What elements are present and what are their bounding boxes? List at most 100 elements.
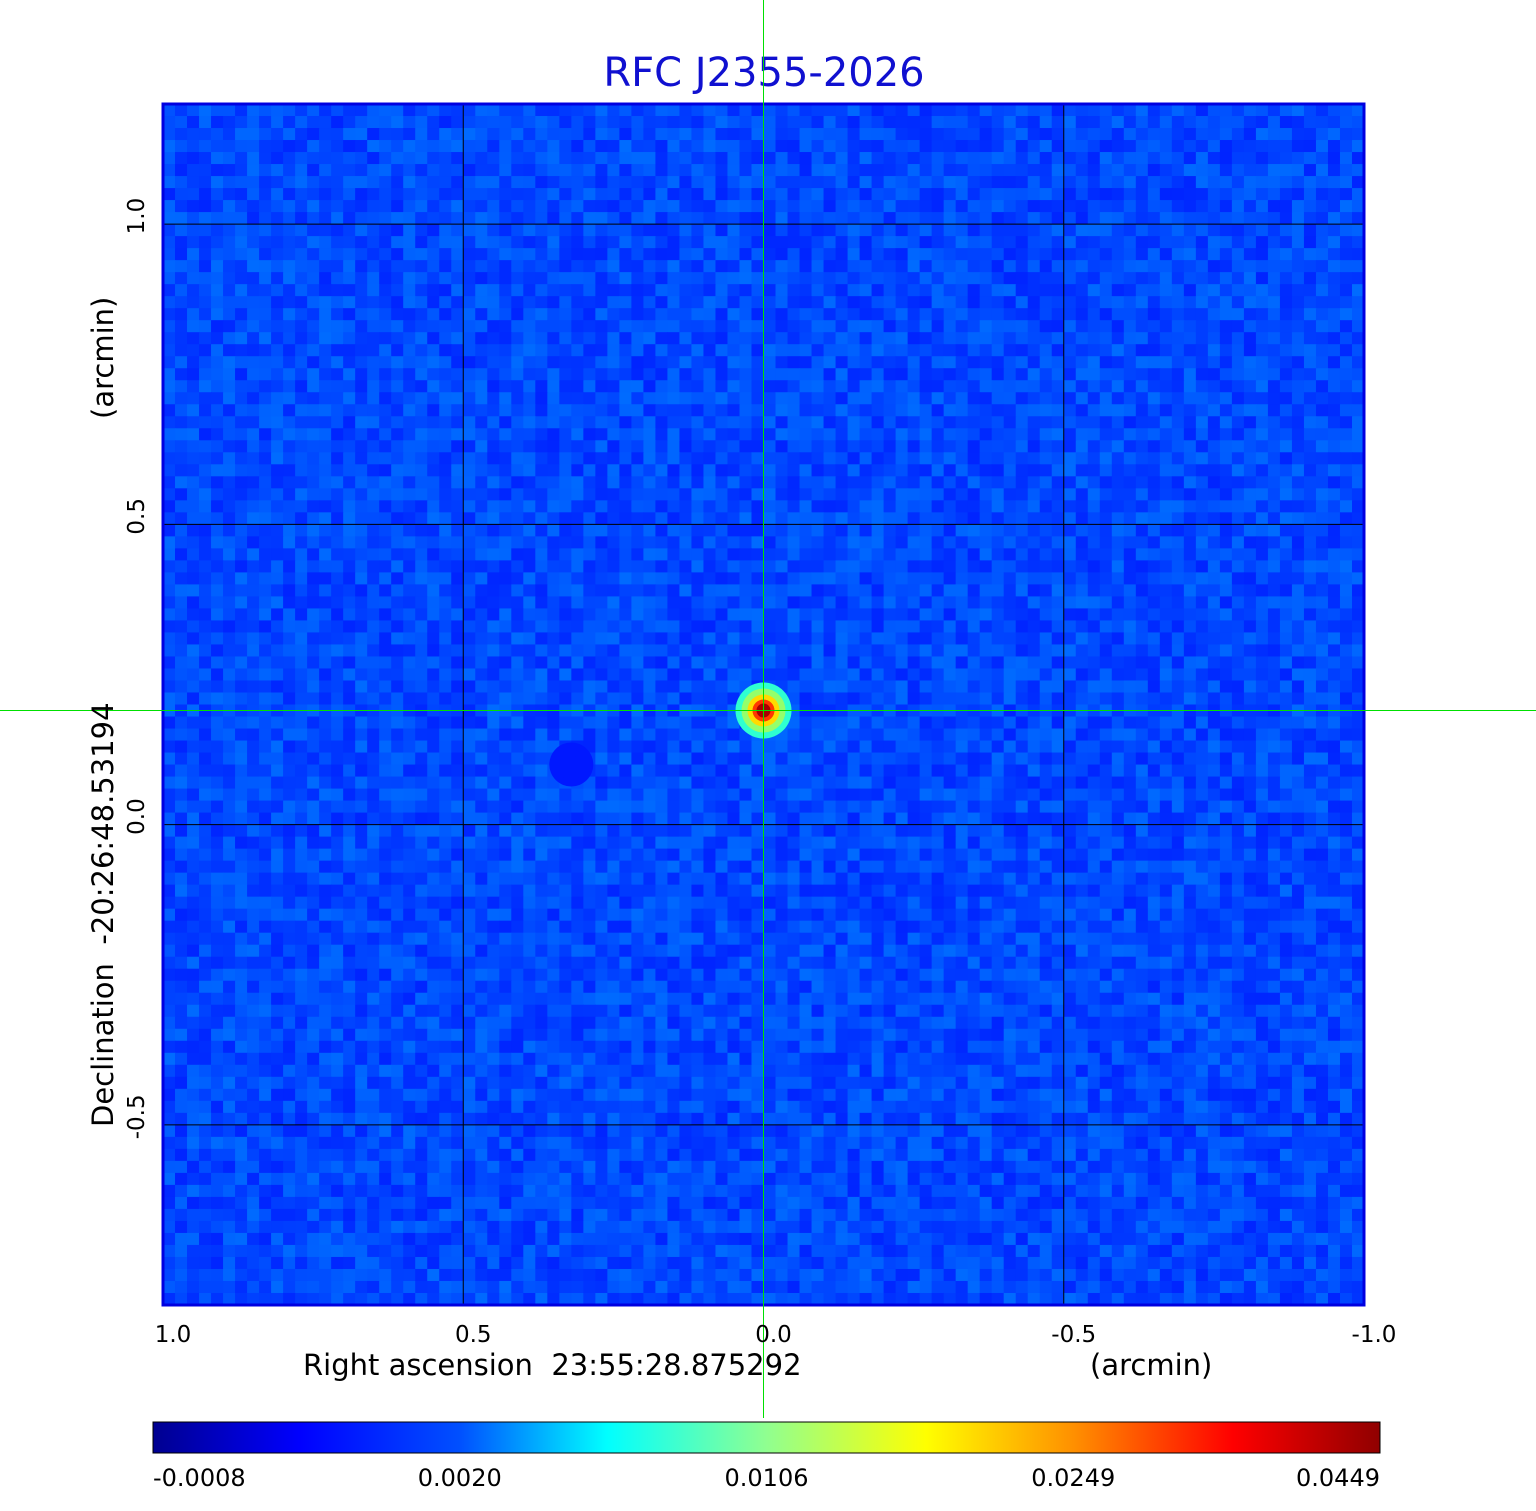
heatmap-cell (271, 152, 284, 165)
heatmap-cell (811, 188, 825, 201)
heatmap-cell (835, 476, 849, 489)
heatmap-cell (895, 692, 909, 706)
heatmap-cell (871, 344, 885, 357)
heatmap-cell (835, 236, 849, 249)
heatmap-cell (523, 476, 536, 489)
heatmap-cell (1279, 104, 1293, 117)
heatmap-cell (691, 668, 705, 682)
heatmap-cell (583, 200, 596, 213)
heatmap-cell (427, 380, 440, 393)
heatmap-cell (187, 572, 200, 585)
heatmap-cell (499, 284, 512, 297)
heatmap-cell (1147, 524, 1161, 537)
heatmap-cell (991, 332, 1005, 345)
heatmap-cell (1219, 368, 1233, 381)
heatmap-cell (1351, 464, 1364, 477)
heatmap-cell (847, 512, 861, 525)
heatmap-cell (403, 308, 416, 321)
heatmap-cell (739, 620, 753, 634)
heatmap-cell (1195, 140, 1209, 153)
heatmap-cell (391, 464, 404, 477)
heatmap-cell (259, 428, 272, 441)
heatmap-cell (667, 224, 681, 237)
heatmap-cell (1027, 560, 1041, 573)
heatmap-cell (751, 380, 765, 393)
heatmap-cell (1171, 488, 1185, 501)
heatmap-cell (1087, 200, 1101, 213)
heatmap-cell (1135, 140, 1149, 153)
heatmap-cell (931, 140, 945, 153)
heatmap-cell (475, 332, 488, 345)
heatmap-cell (271, 464, 284, 477)
heatmap-cell (703, 476, 717, 489)
heatmap-cell (1183, 380, 1197, 393)
heatmap-cell (919, 308, 933, 321)
heatmap-cell (619, 320, 632, 333)
heatmap-cell (1219, 164, 1233, 177)
heatmap-cell (955, 212, 969, 225)
heatmap-cell (511, 476, 524, 489)
heatmap-cell (655, 464, 669, 477)
heatmap-cell (1279, 176, 1293, 189)
heatmap-cell (247, 452, 260, 465)
heatmap-cell (403, 644, 416, 658)
heatmap-cell (475, 380, 488, 393)
heatmap-cell (547, 428, 560, 441)
heatmap-cell (619, 452, 632, 465)
heatmap-cell (1039, 128, 1053, 141)
heatmap-cell (427, 680, 440, 694)
heatmap-cell (1231, 476, 1245, 489)
heatmap-cell (703, 140, 717, 153)
heatmap-cell (391, 284, 404, 297)
heatmap-cell (811, 380, 825, 393)
heatmap-cell (511, 416, 524, 429)
heatmap-cell (739, 236, 753, 249)
heatmap-cell (883, 428, 897, 441)
heatmap-cell (907, 452, 921, 465)
heatmap-cell (619, 404, 632, 417)
heatmap-cell (259, 656, 272, 670)
heatmap-cell (787, 488, 801, 501)
heatmap-cell (1135, 416, 1149, 429)
heatmap-cell (1303, 440, 1317, 453)
heatmap-cell (595, 488, 608, 501)
heatmap-cell (415, 164, 428, 177)
heatmap-cell (331, 236, 344, 249)
heatmap-cell (667, 476, 681, 489)
heatmap-cell (727, 116, 741, 129)
heatmap-cell (895, 656, 909, 670)
heatmap-cell (283, 476, 296, 489)
heatmap-cell (1051, 632, 1065, 646)
heatmap-cell (487, 644, 500, 658)
heatmap-cell (283, 440, 296, 453)
heatmap-cell (679, 188, 693, 201)
heatmap-cell (1291, 188, 1305, 201)
heatmap-cell (979, 668, 993, 682)
heatmap-cell (235, 344, 248, 357)
heatmap-cell (1195, 356, 1209, 369)
heatmap-cell (403, 476, 416, 489)
heatmap-cell (499, 260, 512, 273)
heatmap-cell (223, 560, 236, 573)
heatmap-cell (307, 560, 320, 573)
heatmap-cell (475, 308, 488, 321)
heatmap-cell (1027, 476, 1041, 489)
heatmap-cell (403, 116, 416, 129)
heatmap-cell (907, 140, 921, 153)
heatmap-cell (835, 536, 849, 549)
heatmap-cell (199, 344, 212, 357)
heatmap-cell (547, 404, 560, 417)
heatmap-cell (1207, 680, 1221, 694)
heatmap-cell (487, 116, 500, 129)
heatmap-cell (1087, 104, 1101, 117)
heatmap-cell (199, 296, 212, 309)
heatmap-cell (1075, 164, 1089, 177)
heatmap-cell (643, 548, 657, 561)
heatmap-cell (907, 284, 921, 297)
heatmap-cell (451, 380, 464, 393)
heatmap-cell (799, 236, 813, 249)
heatmap-cell (871, 416, 885, 429)
heatmap-cell (1159, 224, 1173, 237)
heatmap-cell (835, 128, 849, 141)
heatmap-cell (439, 644, 452, 658)
